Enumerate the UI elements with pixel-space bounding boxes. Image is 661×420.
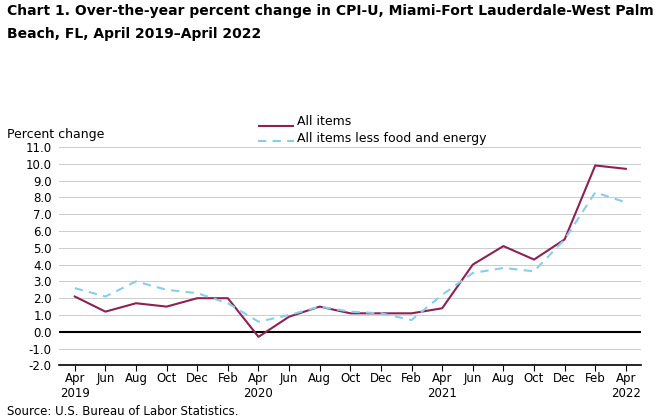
All items less food and energy (592, 190, 600, 195)
All items (163, 304, 171, 309)
Text: Source: U.S. Bureau of Labor Statistics.: Source: U.S. Bureau of Labor Statistics. (7, 405, 238, 418)
Text: Chart 1. Over-the-year percent change in CPI-U, Miami-Fort Lauderdale-West Palm: Chart 1. Over-the-year percent change in… (7, 4, 653, 18)
All items less food and energy (408, 318, 416, 323)
All items less food and energy (377, 311, 385, 316)
Text: All items: All items (297, 116, 352, 128)
All items (438, 306, 446, 311)
All items less food and energy (71, 286, 79, 291)
All items (530, 257, 538, 262)
All items (316, 304, 324, 309)
All items less food and energy (163, 287, 171, 292)
All items less food and energy (622, 200, 630, 205)
Line: All items less food and energy: All items less food and energy (75, 192, 626, 322)
All items (561, 237, 568, 242)
All items (132, 301, 140, 306)
All items less food and energy (101, 294, 109, 299)
All items (224, 296, 232, 301)
All items (71, 294, 79, 299)
All items less food and energy (285, 312, 293, 318)
All items (622, 166, 630, 171)
All items less food and energy (254, 319, 262, 324)
All items (469, 262, 477, 267)
Text: All items less food and energy: All items less food and energy (297, 132, 487, 145)
All items less food and energy (193, 291, 201, 296)
All items less food and energy (346, 309, 354, 314)
All items (500, 244, 508, 249)
All items less food and energy (500, 265, 508, 270)
All items (193, 296, 201, 301)
Text: Percent change: Percent change (7, 128, 104, 141)
All items less food and energy (316, 304, 324, 309)
All items (377, 311, 385, 316)
All items less food and energy (530, 269, 538, 274)
Text: Beach, FL, April 2019–April 2022: Beach, FL, April 2019–April 2022 (7, 27, 261, 41)
All items less food and energy (224, 301, 232, 306)
All items (346, 311, 354, 316)
All items less food and energy (561, 237, 568, 242)
All items (285, 314, 293, 319)
All items (408, 311, 416, 316)
All items less food and energy (438, 292, 446, 297)
All items less food and energy (469, 270, 477, 276)
Line: All items: All items (75, 165, 626, 337)
All items (592, 163, 600, 168)
All items (101, 309, 109, 314)
All items less food and energy (132, 279, 140, 284)
All items (254, 334, 262, 339)
